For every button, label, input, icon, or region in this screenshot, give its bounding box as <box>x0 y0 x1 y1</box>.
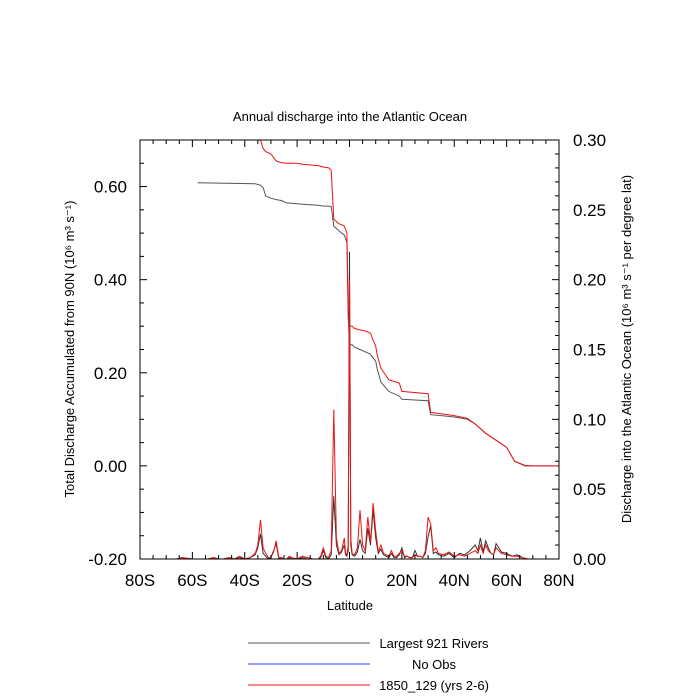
x-tick-label: 20S <box>282 571 312 590</box>
x-tick-label: 60N <box>491 571 522 590</box>
axis-ticks <box>139 139 560 560</box>
legend-label: No Obs <box>412 657 457 672</box>
x-tick-label: 20N <box>386 571 417 590</box>
x-tick-label: 60S <box>177 571 207 590</box>
y-left-tick-label: 0.60 <box>94 178 127 197</box>
plot-lines <box>140 139 559 560</box>
legend-label: Largest 921 Rivers <box>379 636 489 651</box>
y-left-tick-label: -0.20 <box>88 550 127 569</box>
series-line-3 <box>140 251 559 560</box>
y-right-tick-label: 0.10 <box>573 410 606 429</box>
y-axis-right-title: Discharge into the Atlantic Ocean (10⁶ m… <box>619 175 634 523</box>
y-right-tick-label: 0.20 <box>573 271 606 290</box>
chart-title: Annual discharge into the Atlantic Ocean <box>233 109 467 124</box>
x-tick-label: 80S <box>125 571 155 590</box>
y-left-tick-label: 0.40 <box>94 271 127 290</box>
legend-label: 1850_129 (yrs 2-6) <box>379 678 489 693</box>
y-axis-left-title: Total Discharge Accumulated from 90N (10… <box>62 201 77 498</box>
axis-tick-labels: 80S 60S 40S 20S 0 20N 40N 60N 80N -0.20 0.00 0.20 0.… <box>88 131 606 590</box>
series-line-0 <box>197 182 559 467</box>
legend: Largest 921 Rivers No Obs 1850_129 (yrs 2-… <box>248 636 489 693</box>
series-line-4 <box>140 279 559 560</box>
y-right-tick-label: 0.00 <box>573 550 606 569</box>
y-right-tick-label: 0.15 <box>573 341 606 360</box>
y-left-tick-label: 0.00 <box>94 457 127 476</box>
y-right-tick-label: 0.25 <box>573 201 606 220</box>
series-line-2 <box>239 139 559 467</box>
y-right-tick-label: 0.05 <box>573 480 606 499</box>
x-tick-label: 40N <box>439 571 470 590</box>
y-left-tick-label: 0.20 <box>94 364 127 383</box>
y-right-tick-label: 0.30 <box>573 131 606 150</box>
x-axis-title: Latitude <box>327 598 373 613</box>
x-tick-label: 0 <box>345 571 354 590</box>
x-tick-label: 80N <box>543 571 574 590</box>
x-tick-label: 40S <box>230 571 260 590</box>
